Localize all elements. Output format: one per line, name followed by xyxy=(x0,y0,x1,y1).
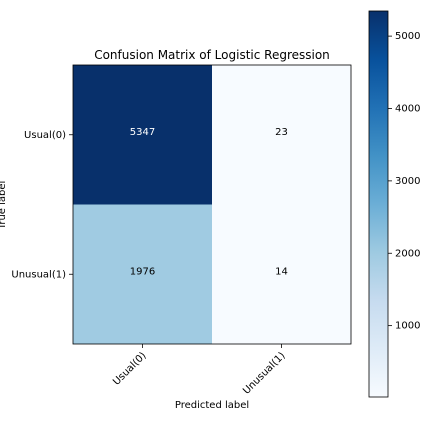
cell-value-label: 1976 xyxy=(130,266,155,277)
matrix-cell xyxy=(73,65,212,205)
colorbar-tick-label: 4000 xyxy=(395,103,420,114)
matrix-cell xyxy=(73,204,212,344)
y-tick-label: Unusual(1) xyxy=(11,269,66,280)
colorbar-ticks: 1000 2000 3000 4000 5000 xyxy=(388,31,420,332)
x-axis-label: Predicted label xyxy=(175,400,249,411)
colorbar-tick-label: 2000 xyxy=(395,248,420,259)
x-tick-label: Usual(0) xyxy=(111,350,149,388)
y-axis-label: True label xyxy=(0,181,8,231)
cell-value-label: 23 xyxy=(275,127,288,138)
cell-value-label: 14 xyxy=(275,266,288,277)
colorbar-tick-label: 3000 xyxy=(395,176,420,187)
x-tick-label: Unusual(1) xyxy=(241,350,287,396)
colorbar xyxy=(368,10,389,398)
colorbar-tick-label: 5000 xyxy=(395,31,420,42)
cell-value-label: 5347 xyxy=(130,127,155,138)
colorbar-tick-label: 1000 xyxy=(395,321,420,332)
y-axis: Usual(0) Unusual(1) xyxy=(11,130,73,280)
matrix-cell xyxy=(212,204,351,344)
matrix-cell xyxy=(212,65,351,205)
x-axis: Usual(0) Unusual(1) xyxy=(111,344,288,397)
plot-frame xyxy=(72,64,352,345)
chart-title: Confusion Matrix of Logistic Regression xyxy=(94,48,330,62)
matrix-cells: 5347 23 1976 14 xyxy=(73,65,351,344)
y-tick-label: Usual(0) xyxy=(24,130,66,141)
